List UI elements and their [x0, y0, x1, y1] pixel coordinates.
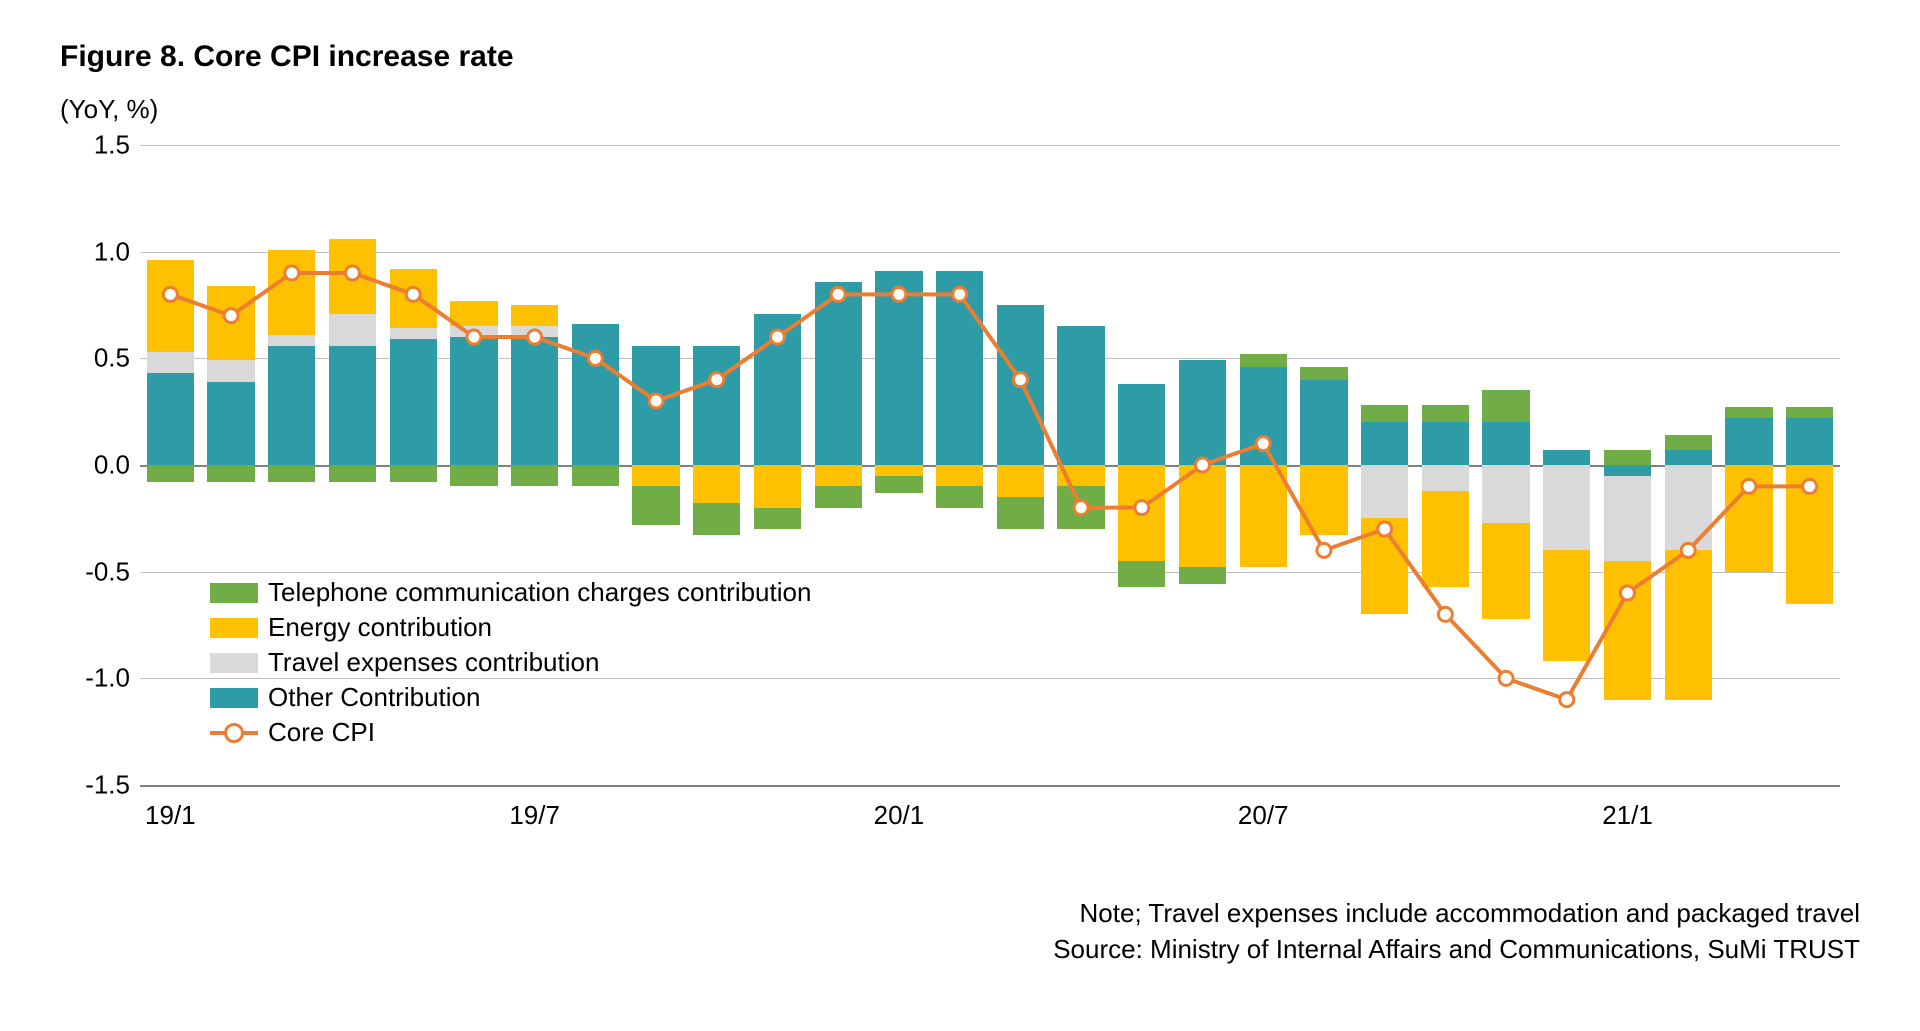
- core-cpi-marker: [1681, 543, 1695, 557]
- core-cpi-marker: [1378, 522, 1392, 536]
- legend-item: Energy contribution: [210, 610, 811, 645]
- core-cpi-marker: [346, 266, 360, 280]
- x-tick-label: 20/1: [874, 800, 925, 831]
- y-axis-unit-label: (YoY, %): [60, 94, 1860, 125]
- core-cpi-marker: [1621, 586, 1635, 600]
- legend-item: Travel expenses contribution: [210, 645, 811, 680]
- core-cpi-marker: [528, 330, 542, 344]
- legend-label: Travel expenses contribution: [268, 645, 599, 680]
- core-cpi-marker: [1256, 437, 1270, 451]
- legend-label: Core CPI: [268, 715, 375, 750]
- core-cpi-marker: [1438, 607, 1452, 621]
- core-cpi-marker: [1074, 501, 1088, 515]
- gridline: [140, 785, 1840, 787]
- y-tick-label: 0.0: [60, 450, 130, 481]
- core-cpi-marker: [831, 287, 845, 301]
- core-cpi-marker: [163, 287, 177, 301]
- core-cpi-marker: [649, 394, 663, 408]
- legend-label: Other Contribution: [268, 680, 480, 715]
- y-tick-label: -1.0: [60, 663, 130, 694]
- core-cpi-marker: [1560, 693, 1574, 707]
- y-tick-label: 1.0: [60, 236, 130, 267]
- legend-swatch-icon: [210, 583, 258, 603]
- core-cpi-marker: [224, 309, 238, 323]
- figure-title: Figure 8. Core CPI increase rate: [60, 40, 1860, 74]
- y-tick-label: -0.5: [60, 556, 130, 587]
- core-cpi-marker: [1317, 543, 1331, 557]
- core-cpi-marker: [1135, 501, 1149, 515]
- core-cpi-marker: [467, 330, 481, 344]
- y-tick-label: -1.5: [60, 770, 130, 801]
- core-cpi-marker: [1742, 479, 1756, 493]
- core-cpi-marker: [1499, 671, 1513, 685]
- legend-item: Telephone communication charges contribu…: [210, 575, 811, 610]
- legend-item: Core CPI: [210, 715, 811, 750]
- x-tick-label: 19/7: [509, 800, 560, 831]
- note-line: Note; Travel expenses include accommodat…: [60, 895, 1860, 931]
- core-cpi-marker: [406, 287, 420, 301]
- core-cpi-marker: [953, 287, 967, 301]
- core-cpi-marker: [771, 330, 785, 344]
- core-cpi-marker: [1013, 373, 1027, 387]
- legend-swatch-icon: [210, 618, 258, 638]
- y-tick-label: 0.5: [60, 343, 130, 374]
- chart-legend: Telephone communication charges contribu…: [210, 575, 811, 750]
- cpi-chart: -1.5-1.0-0.50.00.51.01.5 19/119/720/120/…: [60, 135, 1860, 855]
- legend-swatch-icon: [210, 653, 258, 673]
- figure-footnote: Note; Travel expenses include accommodat…: [60, 895, 1860, 968]
- x-tick-label: 21/1: [1602, 800, 1653, 831]
- core-cpi-marker: [588, 351, 602, 365]
- legend-line-icon: [210, 731, 258, 735]
- x-tick-label: 20/7: [1238, 800, 1289, 831]
- legend-label: Telephone communication charges contribu…: [268, 575, 811, 610]
- legend-label: Energy contribution: [268, 610, 492, 645]
- core-cpi-marker: [710, 373, 724, 387]
- legend-swatch-icon: [210, 688, 258, 708]
- y-tick-label: 1.5: [60, 130, 130, 161]
- source-line: Source: Ministry of Internal Affairs and…: [60, 931, 1860, 967]
- legend-item: Other Contribution: [210, 680, 811, 715]
- core-cpi-marker: [892, 287, 906, 301]
- core-cpi-marker: [285, 266, 299, 280]
- core-cpi-marker: [1803, 479, 1817, 493]
- core-cpi-marker: [1196, 458, 1210, 472]
- x-tick-label: 19/1: [145, 800, 196, 831]
